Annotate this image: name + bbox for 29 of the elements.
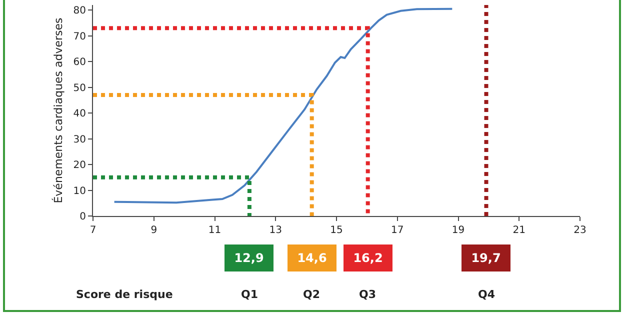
x-tick-label: 21 [512,225,526,236]
y-tick-label: 20 [73,160,86,172]
line-series [113,8,454,204]
text: Q1 [241,288,258,301]
text: 12,9 [234,251,264,265]
text: Q4 [478,288,496,301]
y-tick-label: 30 [73,134,86,146]
x-axis-title: Score de risque [76,288,173,301]
x-tick-label: 15 [330,225,343,236]
y-tick-label: 60 [73,57,86,68]
text: 14,6 [297,251,327,265]
text: Q3 [359,288,376,301]
y-tick-label: 50 [73,82,86,94]
x-tick-label: 17 [391,225,404,236]
text: 19,7 [471,251,501,265]
x-tick-label: 23 [574,225,586,236]
x-tick-label: 13 [269,225,282,236]
text: 16,2 [353,251,383,265]
y-tick-label: 10 [73,186,86,197]
x-tick-label: 19 [452,225,465,236]
text: Q2 [303,288,320,301]
y-tick-label: 80 [73,6,86,17]
x-tick-label: 7 [90,225,96,236]
x-tick-label: 11 [208,225,222,236]
y-tick-label: 0 [80,212,86,222]
y-tick-label: 40 [73,108,86,120]
y-tick-label: 70 [73,31,86,42]
x-tick-label: 9 [150,225,158,236]
y-axis-title: Événements cardiaques adverses [50,17,65,204]
